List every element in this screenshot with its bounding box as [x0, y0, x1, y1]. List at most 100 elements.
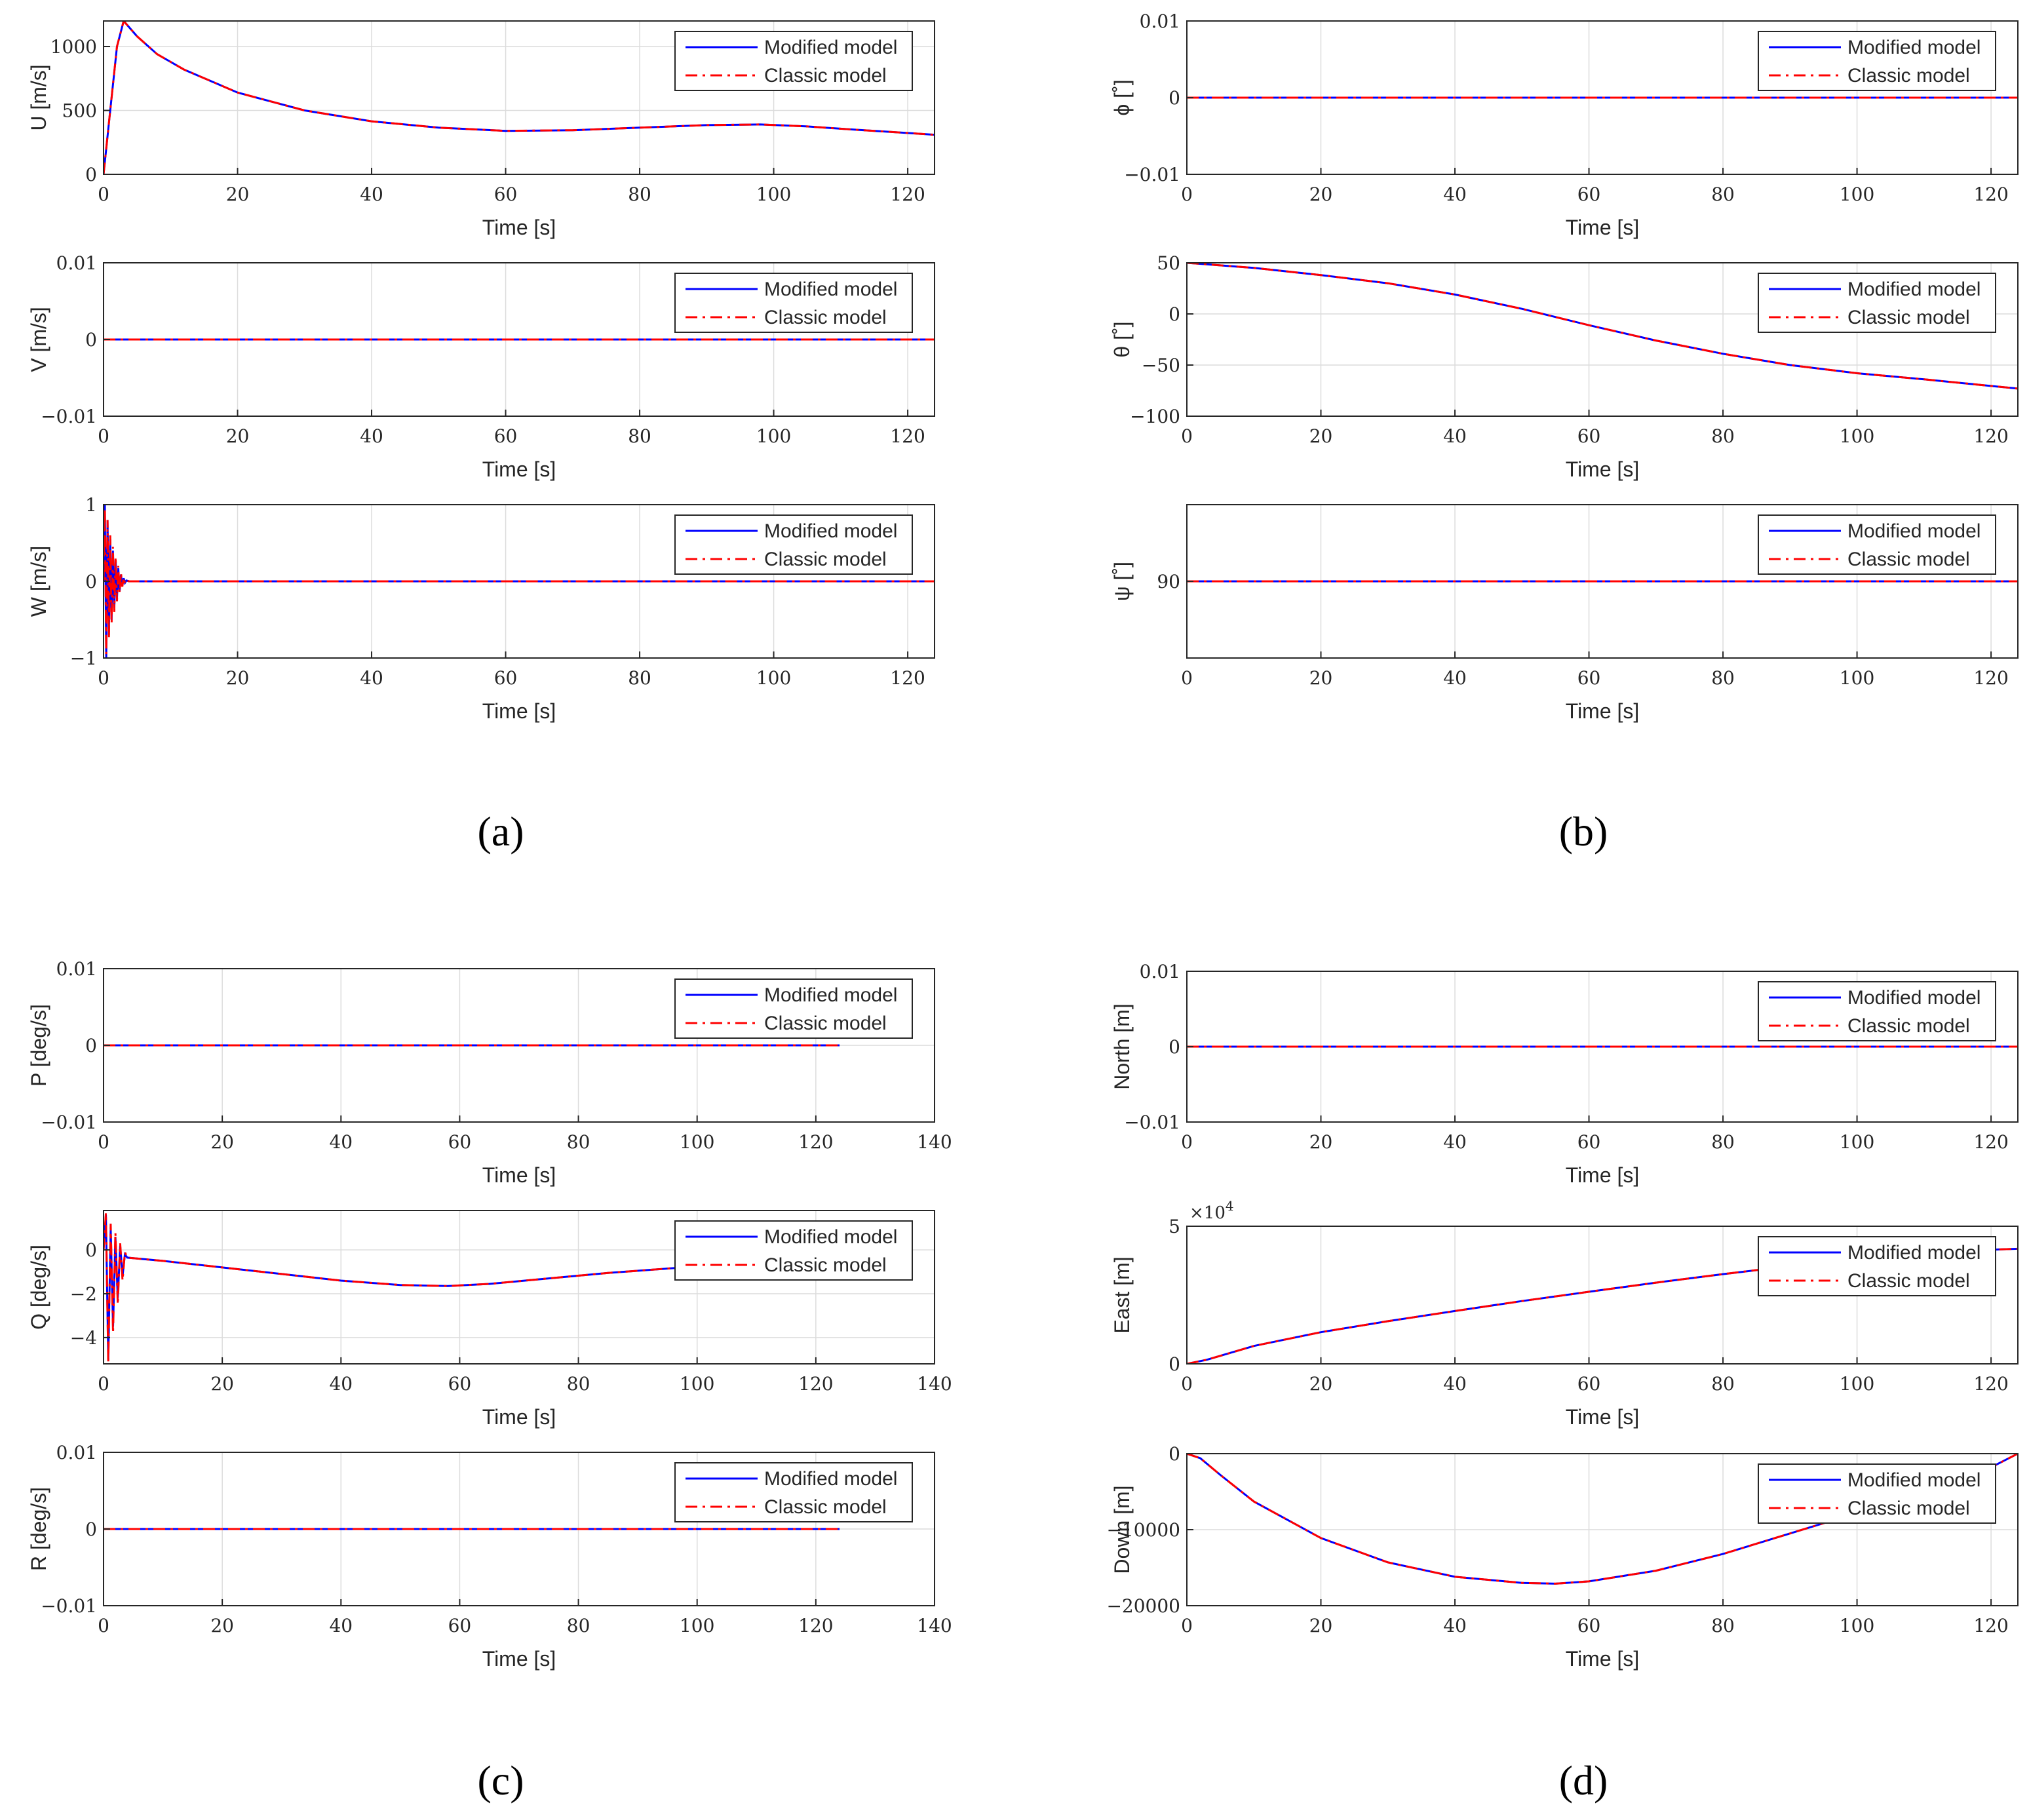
subplot-11: 0 20 40 60 80 100 120 0 5 ×104 Time [s] East [m] Mod…: [1110, 1198, 2019, 1429]
x-tick-label: 100: [756, 425, 791, 447]
x-tick-label: 80: [628, 184, 651, 205]
legend-label-classic: Classic model: [764, 1496, 887, 1518]
x-tick-label: 60: [448, 1373, 472, 1395]
x-tick-label: 0: [1181, 425, 1193, 447]
y-axis-label: Down [m]: [1110, 1485, 1134, 1574]
x-tick-label: 40: [1443, 425, 1467, 447]
legend-box: [674, 1462, 913, 1522]
x-axis-label: Time [s]: [482, 699, 556, 723]
x-tick-label: 100: [680, 1615, 714, 1636]
y-tick-label: 0.01: [56, 1442, 97, 1463]
x-tick-label: 60: [1577, 1373, 1601, 1395]
x-tick-label: 60: [494, 184, 518, 205]
x-tick-label: 120: [1973, 425, 2008, 447]
legend-box: [1758, 31, 1996, 91]
x-tick-label: 140: [917, 1615, 952, 1636]
legend-box: [674, 273, 913, 333]
x-tick-label: 120: [890, 667, 925, 689]
x-tick-label: 0: [98, 184, 109, 205]
x-tick-label: 20: [210, 1615, 234, 1636]
y-axis-label: R [deg/s]: [27, 1487, 50, 1571]
subplot-6: 0 20 40 60 80 100 120 90 Time [s] ψ [˚] Modified m…: [1110, 504, 2019, 723]
x-tick-label: 40: [329, 1373, 353, 1395]
series-line-classic: [104, 21, 935, 174]
x-tick-label: 40: [1443, 1131, 1467, 1153]
y-tick-label: −0.01: [41, 1112, 97, 1133]
legend-label-modified: Modified model: [764, 37, 897, 58]
y-axis-label: East [m]: [1110, 1256, 1134, 1333]
x-tick-label: 40: [1443, 1373, 1467, 1395]
y-tick-label: 0: [85, 1239, 97, 1261]
x-tick-label: 40: [1443, 184, 1467, 205]
x-axis-label: Time [s]: [1566, 1163, 1640, 1187]
x-axis-label: Time [s]: [482, 1163, 556, 1187]
subplot-8: 0 20 40 60 80 100 120 140 −4 −2 0 Time [s] Q [deg/s]…: [27, 1210, 952, 1429]
y-axis-label: W [m/s]: [27, 546, 50, 617]
x-tick-label: 0: [1181, 184, 1193, 205]
y-tick-label: 1000: [50, 36, 97, 58]
x-tick-label: 60: [494, 667, 518, 689]
x-tick-label: 0: [98, 667, 109, 689]
legend-box: [674, 1220, 913, 1281]
x-tick-label: 100: [1840, 1373, 1874, 1395]
x-tick-label: 60: [494, 425, 518, 447]
panel-label-a: (a): [477, 808, 524, 855]
x-tick-label: 140: [917, 1131, 952, 1153]
x-tick-label: 0: [1181, 667, 1193, 689]
x-tick-label: 80: [1711, 1373, 1735, 1395]
legend: Modified model Classic model: [674, 31, 913, 91]
legend-label-classic: Classic model: [1847, 1015, 1970, 1037]
y-tick-label: 50: [1157, 252, 1180, 274]
x-tick-label: 120: [798, 1131, 833, 1153]
axes-frame: [1186, 262, 2019, 417]
x-tick-label: 60: [448, 1131, 472, 1153]
legend-box: [1758, 1236, 1996, 1296]
y-tick-label: 90: [1157, 571, 1180, 592]
x-axis-label: Time [s]: [1566, 216, 1640, 239]
y-tick-label: −100: [1130, 406, 1180, 427]
legend-box: [1758, 273, 1996, 333]
legend: Modified model Classic model: [1758, 273, 1996, 333]
axes-frame: [103, 1210, 935, 1365]
x-tick-label: 0: [1181, 1373, 1193, 1395]
y-tick-label: −4: [70, 1327, 97, 1349]
legend: Modified model Classic model: [674, 1220, 913, 1281]
legend: Modified model Classic model: [1758, 1236, 1996, 1296]
legend-label-modified: Modified model: [764, 984, 897, 1006]
x-tick-label: 80: [1711, 1615, 1735, 1636]
x-tick-label: 20: [210, 1373, 234, 1395]
y-tick-label: 0.01: [56, 958, 97, 980]
x-axis-label: Time [s]: [1566, 1405, 1640, 1429]
legend: Modified model Classic model: [674, 514, 913, 575]
legend: Modified model Classic model: [1758, 1463, 1996, 1524]
x-axis-label: Time [s]: [1566, 457, 1640, 481]
subplot-12: 0 20 40 60 80 100 120 −20000 −10000 0 Time [s] Down…: [1106, 1443, 2019, 1671]
legend-label-modified: Modified model: [764, 520, 897, 542]
x-tick-label: 100: [1840, 1131, 1874, 1153]
x-tick-label: 120: [1973, 1615, 2008, 1636]
x-tick-label: 20: [210, 1131, 234, 1153]
x-tick-label: 100: [1840, 425, 1874, 447]
y-tick-label: −0.01: [41, 1595, 97, 1617]
x-tick-label: 80: [1711, 1131, 1735, 1153]
legend: Modified model Classic model: [674, 273, 913, 333]
legend-label-modified: Modified model: [764, 1468, 897, 1490]
y-tick-label: −20000: [1106, 1595, 1180, 1617]
y-tick-label: 0.01: [56, 252, 97, 274]
x-axis-label: Time [s]: [482, 457, 556, 481]
x-tick-label: 80: [567, 1131, 590, 1153]
x-tick-label: 40: [329, 1615, 353, 1636]
legend-box: [674, 31, 913, 91]
multiplier-base: ×10: [1189, 1203, 1226, 1223]
legend: Modified model Classic model: [1758, 31, 1996, 91]
y-tick-label: 0: [1169, 1353, 1180, 1375]
x-tick-label: 80: [567, 1373, 590, 1395]
series-line-classic: [104, 508, 935, 655]
x-tick-label: 60: [1577, 425, 1601, 447]
